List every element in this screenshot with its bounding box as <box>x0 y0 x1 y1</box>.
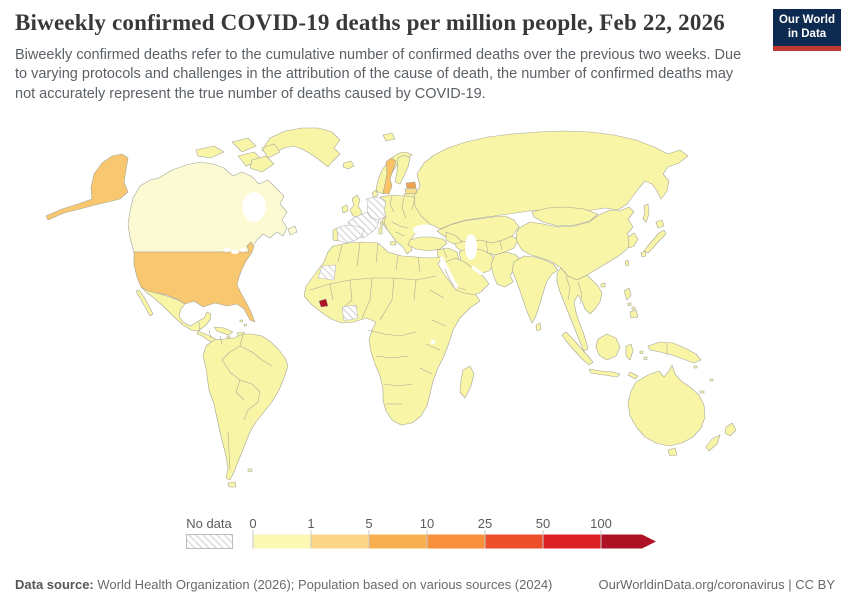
sea-overlays <box>223 192 483 345</box>
no-data-swatch[interactable] <box>186 534 233 549</box>
legend-color-bar[interactable] <box>253 534 656 549</box>
tick-label-1: 1 <box>307 516 314 531</box>
region-borneo[interactable] <box>595 333 621 361</box>
legend-tick-labels: 0 1 5 10 25 50 100 <box>249 516 611 531</box>
country-philippines[interactable] <box>623 287 632 301</box>
country-western-sahara <box>317 264 337 281</box>
tick-label-10: 10 <box>420 516 434 531</box>
legend-ticks <box>252 530 602 549</box>
country-usa[interactable] <box>45 153 256 323</box>
region-southeast-asia[interactable] <box>556 267 603 352</box>
legend-segment-50-100 <box>543 534 601 549</box>
country-denmark[interactable] <box>371 189 379 199</box>
data-source-label: Data source: <box>15 577 94 592</box>
owid-logo-accent-bar <box>773 46 841 51</box>
countries-default[interactable] <box>135 127 737 488</box>
country-portugal[interactable] <box>332 227 339 242</box>
country-greenland[interactable] <box>261 127 341 168</box>
page-title: Biweekly confirmed COVID-19 deaths per m… <box>15 10 725 35</box>
country-germany <box>365 196 387 221</box>
countries-no-data[interactable] <box>317 196 387 322</box>
country-mongolia[interactable] <box>531 206 599 227</box>
legend-segment-25-50 <box>485 534 543 549</box>
country-finland[interactable] <box>394 154 411 185</box>
country-russia[interactable] <box>413 130 689 230</box>
country-australia[interactable] <box>627 364 706 447</box>
country-latvia[interactable] <box>404 187 418 195</box>
country-iceland[interactable] <box>342 160 355 170</box>
country-cote-divoire <box>341 304 359 322</box>
country-cuba[interactable] <box>213 326 234 336</box>
country-ireland[interactable] <box>341 204 349 214</box>
region-korea[interactable] <box>627 232 639 249</box>
tick-label-100: 100 <box>590 516 612 531</box>
owid-logo-box: Our World in Data <box>773 9 841 46</box>
region-alaska <box>45 153 129 221</box>
page-subtitle: Biweekly confirmed deaths refer to the c… <box>15 47 742 102</box>
tick-label-0: 0 <box>249 516 256 531</box>
country-new-zealand[interactable] <box>724 422 737 437</box>
region-new-guinea[interactable] <box>647 341 702 364</box>
country-sweden[interactable] <box>382 157 397 195</box>
country-turkey[interactable] <box>407 236 448 252</box>
tick-label-25: 25 <box>478 516 492 531</box>
country-india[interactable] <box>511 255 559 324</box>
country-uk[interactable] <box>349 194 363 218</box>
map-legend: No data 0 1 5 10 25 50 100 <box>186 516 656 549</box>
owid-logo[interactable]: Our World in Data <box>773 9 841 51</box>
legend-segment-5-10 <box>369 534 427 549</box>
tick-label-5: 5 <box>365 516 372 531</box>
owid-logo-line1: Our World <box>778 13 835 26</box>
legend-segment-10-25 <box>427 534 485 549</box>
country-spain <box>336 224 365 244</box>
country-japan[interactable] <box>655 219 665 229</box>
region-afghanistan-pakistan[interactable] <box>490 251 523 288</box>
legend-segment-1-5 <box>311 534 369 549</box>
owid-logo-line2: in Data <box>787 27 827 40</box>
country-madagascar[interactable] <box>459 365 475 399</box>
owid-link[interactable]: OurWorldinData.org/coronavirus | CC BY <box>598 577 835 592</box>
country-newfoundland <box>287 225 298 236</box>
legend-segment-100-plus-arrow <box>601 534 656 549</box>
data-source-note: Data source: World Health Organization (… <box>15 577 552 592</box>
tick-label-50: 50 <box>536 516 550 531</box>
country-borders <box>198 195 668 471</box>
region-south-america[interactable] <box>202 333 289 481</box>
no-data-label: No data <box>186 516 232 531</box>
country-mexico[interactable] <box>140 286 212 332</box>
country-estonia[interactable] <box>405 181 417 189</box>
data-source-text: World Health Organization (2026); Popula… <box>93 577 553 592</box>
country-sierra-leone[interactable] <box>318 298 329 308</box>
country-canada[interactable] <box>127 161 288 253</box>
legend-segment-0-1 <box>253 534 311 549</box>
